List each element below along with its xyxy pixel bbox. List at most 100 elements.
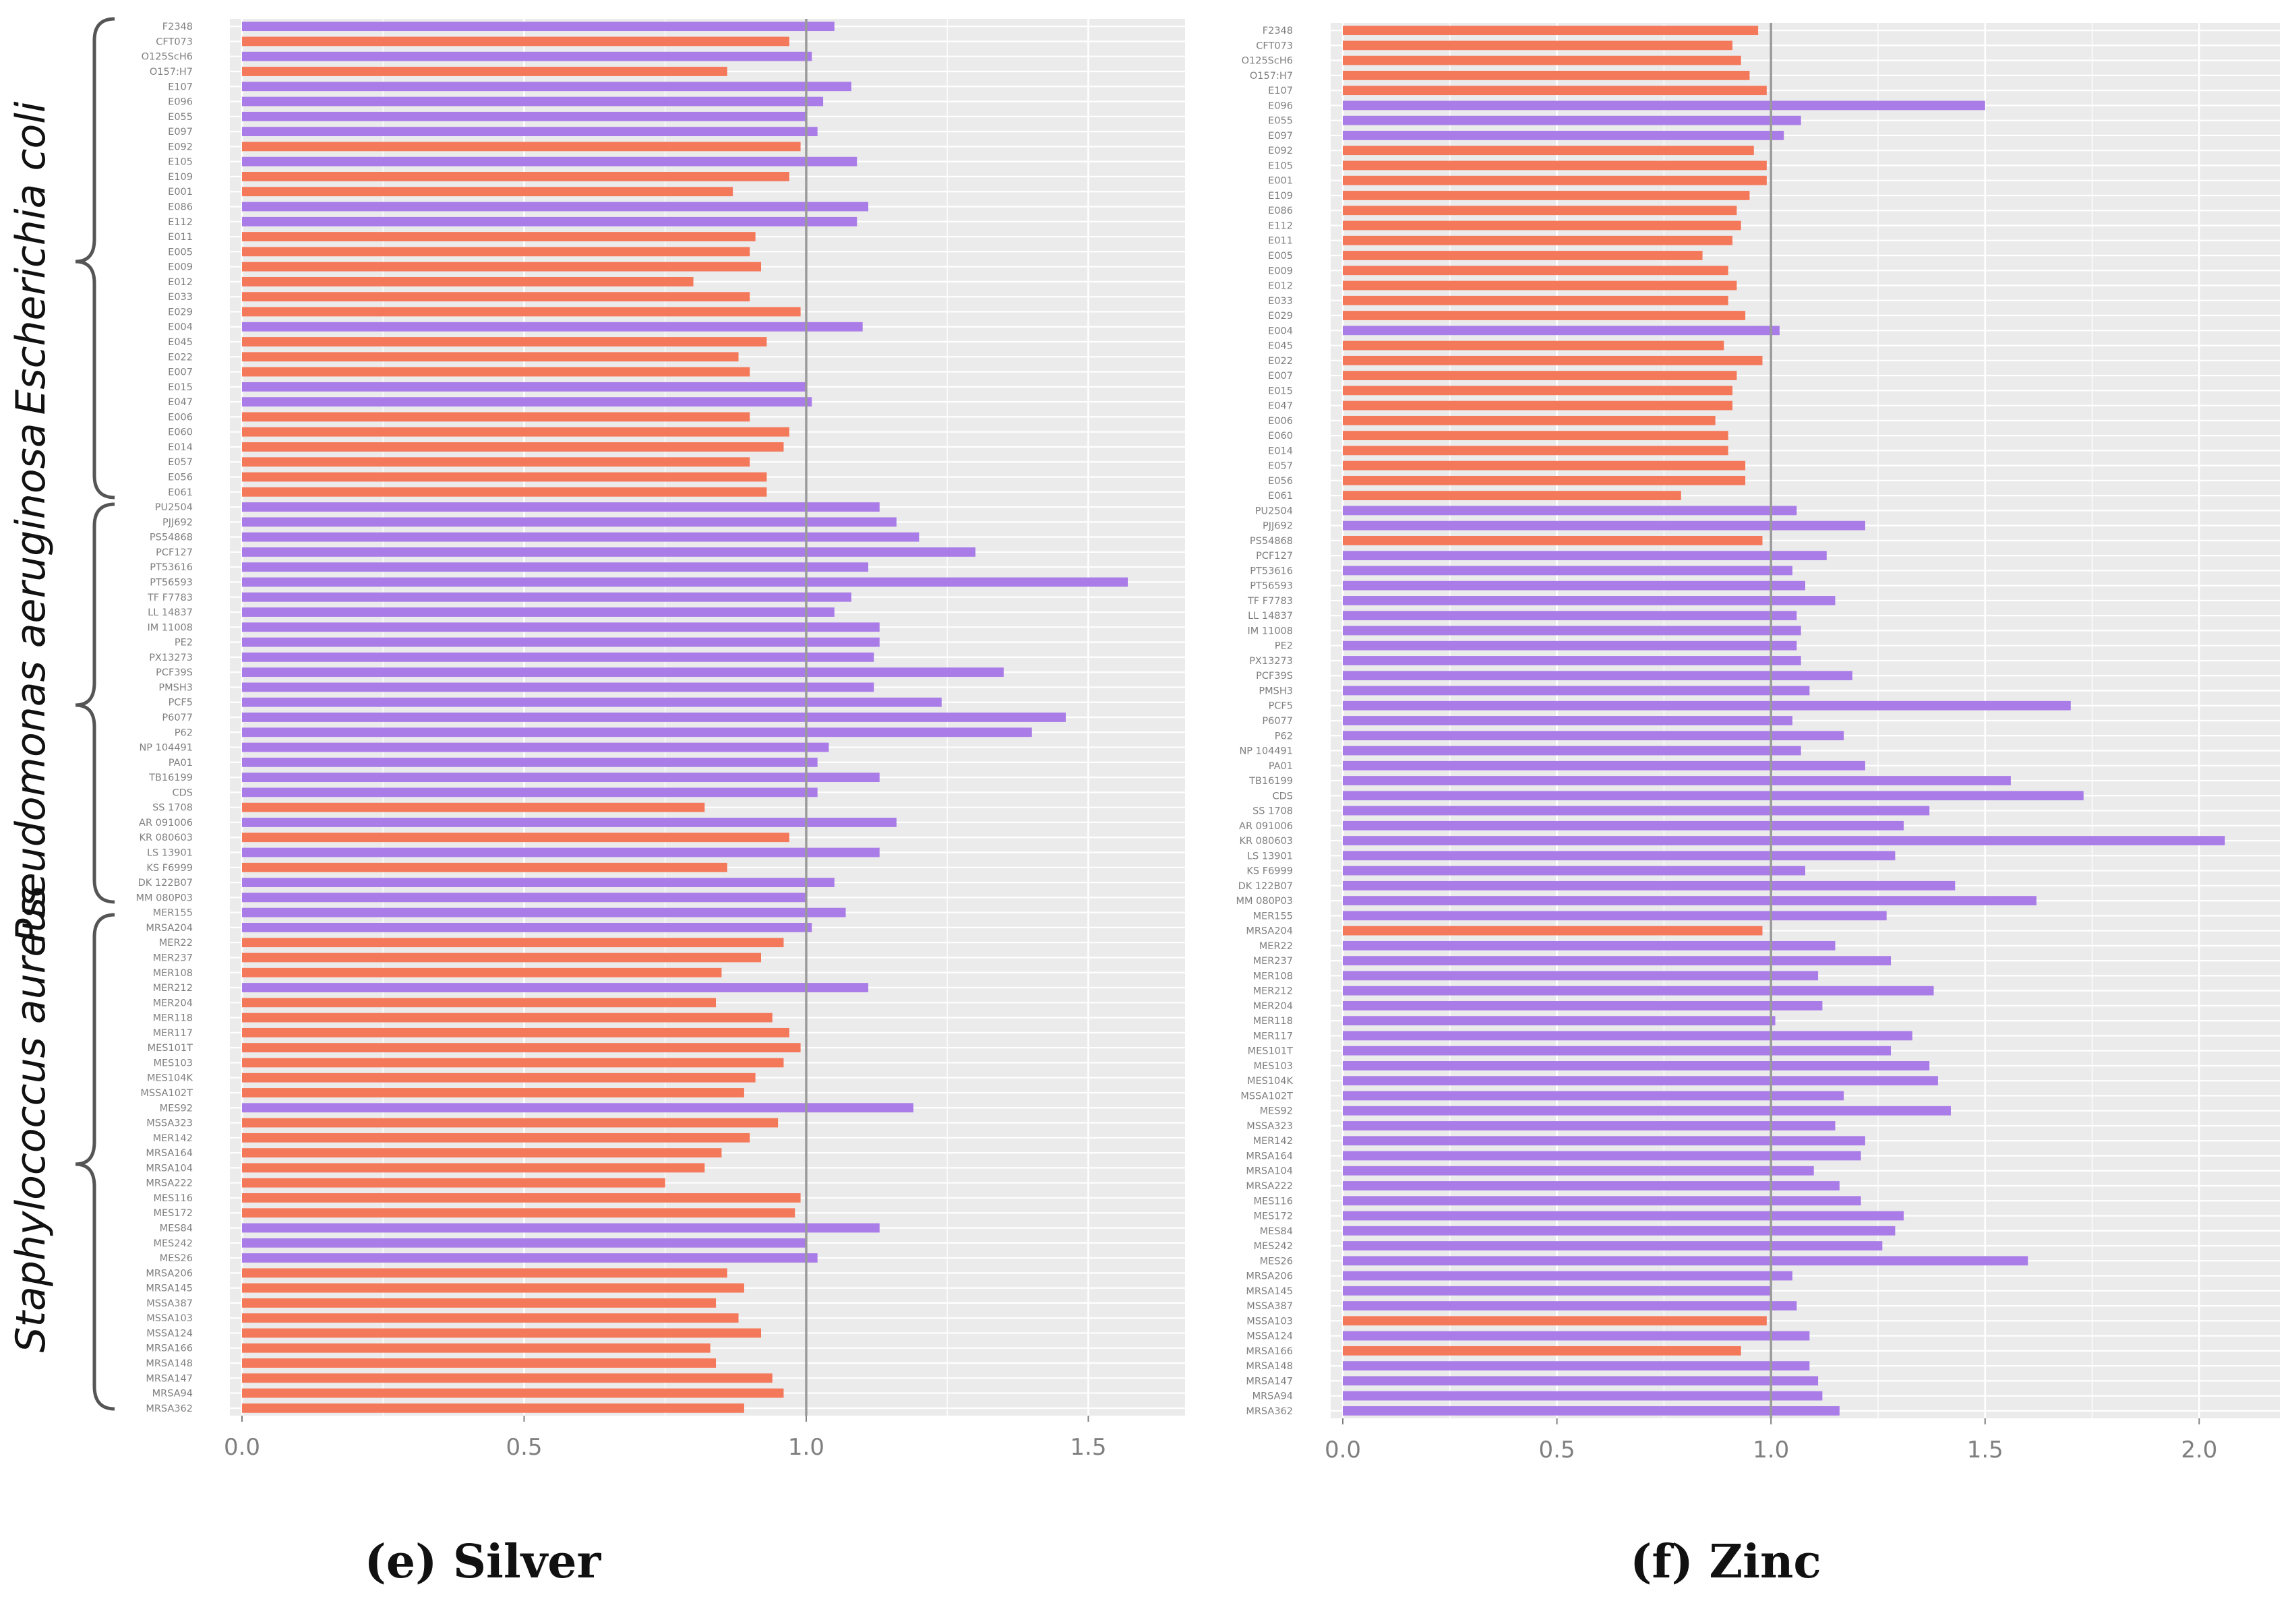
bar-mssa323 — [1343, 1121, 1836, 1130]
category-label: MER22 — [159, 938, 193, 948]
bar-e056 — [1343, 475, 1746, 485]
bar-cds — [242, 787, 818, 797]
category-label: E086 — [168, 202, 193, 212]
bar-kr-080603 — [1343, 836, 2225, 845]
bar-mes104k — [242, 1073, 756, 1083]
category-label: PT53616 — [1250, 566, 1293, 576]
category-label: MES26 — [1260, 1256, 1293, 1267]
bar-pjj692 — [1343, 520, 1865, 531]
category-label: PU2504 — [155, 502, 193, 513]
category-label: E001 — [168, 187, 193, 198]
bar-f2348 — [242, 22, 835, 32]
category-label: MM 080P03 — [1236, 896, 1293, 907]
category-label: MER117 — [1253, 1031, 1293, 1042]
category-label: MRSA148 — [146, 1358, 193, 1369]
bar-tb16199 — [242, 773, 880, 783]
caption-silver: (e) Silver — [365, 1535, 602, 1589]
group-label-pseudomonas-aeruginosa: Pseudomonas aeruginosa — [7, 423, 55, 942]
bar-mrsa164 — [242, 1148, 722, 1158]
bar-e006 — [242, 412, 750, 422]
bar-mes101t — [1343, 1046, 1892, 1056]
bar-ks-f6999 — [242, 862, 727, 872]
bar-pu2504 — [1343, 506, 1797, 516]
category-label: PMSH3 — [1259, 686, 1293, 696]
bar-im-11008 — [1343, 626, 1801, 636]
x-tick-label: 1.0 — [788, 1434, 824, 1461]
bar-e092 — [242, 142, 801, 152]
bar-mrsa145 — [1343, 1286, 1772, 1296]
category-label: CFT073 — [1256, 40, 1293, 51]
bar-e097 — [242, 127, 818, 137]
category-label: MES242 — [153, 1238, 193, 1249]
bar-pa01 — [1343, 760, 1865, 771]
category-label: E047 — [1268, 401, 1293, 412]
bar-pmsh3 — [242, 682, 874, 692]
bar-mrsa206 — [1343, 1271, 1792, 1281]
bar-e006 — [1343, 415, 1716, 425]
category-label: E029 — [1268, 311, 1293, 322]
category-label: P6077 — [1262, 716, 1293, 727]
bar-e055 — [242, 111, 806, 121]
category-label: MRSA206 — [1246, 1271, 1293, 1282]
bar-e061 — [1343, 491, 1681, 501]
chart-zinc: F2348 CFT073 O125ScH6 O157:H7 E107 E096 E055 E0… — [1236, 23, 2280, 1464]
bar-dk-122b07 — [1343, 880, 1956, 891]
category-label: MRSA166 — [1246, 1346, 1293, 1357]
bar-mes172 — [242, 1208, 795, 1218]
bar-e022 — [242, 352, 739, 362]
bar-pt53616 — [242, 562, 869, 572]
category-label: MSSA102T — [140, 1088, 193, 1099]
category-label: E107 — [1268, 86, 1293, 96]
category-label: MER212 — [1253, 986, 1293, 997]
bar-px13273 — [1343, 656, 1801, 665]
category-label: E105 — [168, 157, 193, 168]
category-label: E060 — [1268, 431, 1293, 442]
category-label: E047 — [168, 397, 193, 408]
bar-ps54868 — [1343, 536, 1763, 545]
bar-e045 — [242, 337, 767, 346]
category-label: PT53616 — [150, 562, 193, 573]
category-label: MES104K — [147, 1073, 193, 1084]
bar-mssa387 — [1343, 1301, 1797, 1310]
category-label: E096 — [1268, 100, 1293, 111]
category-label: E011 — [168, 232, 193, 243]
bar-p62 — [1343, 731, 1844, 741]
category-label: MRSA166 — [146, 1344, 193, 1354]
category-label: DK 122B07 — [138, 878, 193, 888]
bar-mrsa94 — [242, 1388, 784, 1398]
bar-pcf39s — [1343, 671, 1852, 681]
bar-kr-080603 — [242, 833, 789, 843]
category-label: KR 080603 — [1239, 836, 1293, 847]
category-label: P6077 — [162, 713, 193, 723]
bar-p6077 — [242, 713, 1066, 722]
bar-mrsa166 — [242, 1343, 711, 1353]
category-label: MES103 — [1253, 1061, 1293, 1072]
bar-mrsa222 — [242, 1178, 665, 1188]
bar-mer118 — [1343, 1016, 1776, 1026]
bar-dk-122b07 — [242, 878, 835, 887]
bar-e086 — [1343, 206, 1737, 216]
category-label: F2348 — [162, 22, 193, 32]
category-label: E006 — [1268, 416, 1293, 427]
bar-e112 — [242, 216, 857, 227]
bar-ls-13901 — [242, 847, 880, 857]
category-label: MER204 — [1253, 1001, 1293, 1012]
category-label: E033 — [1268, 296, 1293, 307]
bar-cft073 — [242, 36, 789, 47]
bar-e096 — [1343, 100, 1985, 111]
category-label: MES172 — [1253, 1211, 1293, 1222]
bar-pe2 — [1343, 640, 1797, 651]
bar-e015 — [242, 382, 806, 392]
category-label: E045 — [1268, 341, 1293, 352]
bar-mrsa147 — [1343, 1376, 1819, 1386]
bar-mm-080p03 — [1343, 896, 2036, 905]
bar-mrsa206 — [242, 1268, 727, 1278]
category-label: MER155 — [1253, 911, 1293, 922]
x-tick-label: 1.0 — [1753, 1437, 1789, 1464]
bar-e033 — [1343, 295, 1728, 305]
bar-cds — [1343, 791, 2084, 801]
category-label: MES92 — [1260, 1106, 1293, 1117]
bar-e005 — [1343, 251, 1703, 260]
bar-e061 — [242, 487, 767, 497]
bar-ll-14837 — [1343, 611, 1797, 621]
